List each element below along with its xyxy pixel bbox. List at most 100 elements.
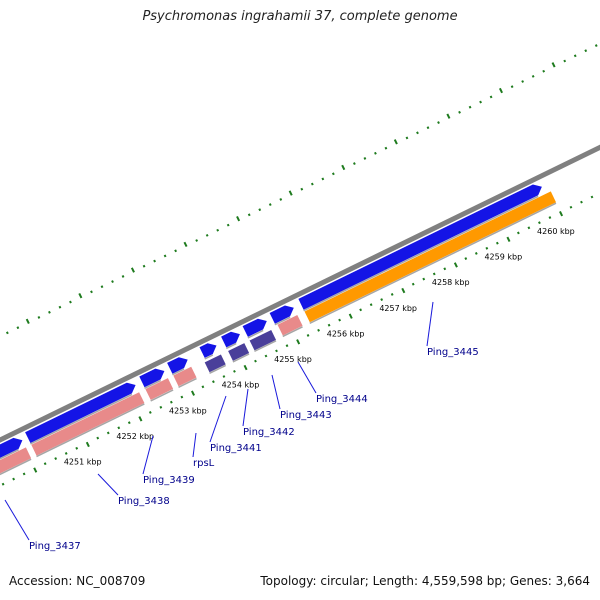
tick-mark bbox=[33, 467, 38, 473]
tick-mark bbox=[75, 446, 79, 450]
reverse-cds-1[interactable] bbox=[0, 447, 32, 484]
label-leader bbox=[142, 435, 154, 475]
tick-mark bbox=[453, 262, 458, 268]
tick-mark bbox=[384, 146, 388, 150]
forward-cds-9[interactable] bbox=[298, 184, 542, 310]
forward-cds-4[interactable] bbox=[167, 357, 188, 374]
tick-mark bbox=[285, 344, 289, 348]
reverse-cds-2[interactable] bbox=[31, 392, 145, 456]
kbp-scale: 4251 kbp 4252 kbp 4253 kbp 4254 kbp 4255 kbp… bbox=[64, 227, 575, 467]
tick-mark bbox=[1, 482, 5, 486]
tick-mark bbox=[485, 246, 489, 250]
tick-mark bbox=[416, 131, 419, 135]
kbp-tick-label: 4251 kbp bbox=[64, 458, 102, 467]
tick-mark bbox=[247, 213, 251, 217]
rna-feature-6[interactable] bbox=[228, 343, 250, 361]
tick-mark bbox=[180, 395, 184, 399]
forward-cds-2[interactable] bbox=[25, 382, 136, 443]
tick-mark bbox=[446, 113, 451, 119]
tick-mark bbox=[121, 274, 125, 278]
tick-mark bbox=[25, 318, 30, 324]
tick-mark bbox=[495, 241, 499, 245]
tick-mark bbox=[443, 267, 447, 271]
tick-mark bbox=[432, 272, 436, 276]
tick-mark bbox=[296, 339, 301, 345]
reverse-cds-4[interactable] bbox=[173, 366, 197, 387]
tick-mark bbox=[183, 241, 188, 248]
tick-mark bbox=[338, 318, 341, 322]
gene-label-ping_3437[interactable]: Ping_3437 bbox=[29, 541, 81, 552]
label-leader bbox=[4, 499, 30, 541]
tick-mark bbox=[390, 293, 394, 296]
tick-mark bbox=[401, 287, 406, 294]
tick-mark bbox=[212, 380, 215, 384]
tick-mark bbox=[300, 187, 304, 191]
tick-mark bbox=[374, 151, 377, 155]
tick-mark bbox=[474, 251, 478, 255]
tick-mark bbox=[393, 139, 398, 145]
inner-tick-ring bbox=[1, 195, 594, 486]
tick-mark bbox=[48, 310, 51, 314]
outer-tick-ring bbox=[5, 44, 598, 335]
kbp-tick-label: 4258 kbp bbox=[432, 278, 470, 287]
gene-label-ping_3439[interactable]: Ping_3439 bbox=[143, 475, 195, 486]
tick-mark bbox=[531, 74, 535, 78]
topology-text: Topology: circular; Length: 4,559,598 bp… bbox=[260, 574, 590, 588]
kbp-tick-label: 4254 kbp bbox=[222, 381, 260, 390]
gene-label-ping_3442[interactable]: Ping_3442 bbox=[243, 427, 295, 438]
tick-mark bbox=[243, 364, 248, 371]
gene-label-ping_3444[interactable]: Ping_3444 bbox=[316, 394, 368, 405]
gene-labels[interactable]: Ping_3437 Ping_3438 Ping_3439 rpsL Ping_3441… bbox=[4, 301, 479, 552]
label-leader bbox=[271, 374, 281, 410]
tick-mark bbox=[468, 105, 472, 109]
forward-cds-6[interactable] bbox=[221, 331, 240, 348]
tick-mark bbox=[580, 200, 583, 204]
gene-label-ping_3441[interactable]: Ping_3441 bbox=[210, 443, 262, 454]
tick-mark bbox=[275, 349, 278, 353]
tick-mark bbox=[100, 285, 104, 289]
tick-mark bbox=[254, 359, 257, 363]
rna-feature-7[interactable] bbox=[249, 330, 276, 351]
tick-mark bbox=[569, 205, 573, 209]
tick-mark bbox=[426, 126, 430, 130]
tick-mark bbox=[551, 62, 556, 68]
tick-mark bbox=[310, 182, 314, 186]
forward-cds-7[interactable] bbox=[242, 318, 267, 337]
tick-mark bbox=[411, 282, 415, 286]
forward-cds-1[interactable] bbox=[0, 437, 23, 472]
gene-label-rpsl[interactable]: rpsL bbox=[193, 458, 215, 469]
tick-mark bbox=[22, 472, 26, 476]
forward-cds-8[interactable] bbox=[269, 305, 294, 324]
gene-label-ping_3438[interactable]: Ping_3438 bbox=[118, 496, 170, 507]
tick-mark bbox=[96, 436, 100, 440]
rna-feature-5[interactable] bbox=[204, 354, 226, 373]
reverse-cds-3[interactable] bbox=[145, 378, 174, 400]
forward-cds-3[interactable] bbox=[139, 368, 165, 388]
tick-mark bbox=[542, 69, 546, 73]
kbp-tick-label: 4255 kbp bbox=[274, 355, 312, 364]
tick-mark bbox=[317, 328, 320, 332]
tick-mark bbox=[117, 426, 121, 430]
tick-mark bbox=[321, 177, 325, 181]
gene-label-ping_3445[interactable]: Ping_3445 bbox=[427, 347, 479, 358]
tick-mark bbox=[369, 303, 373, 307]
tick-mark bbox=[191, 390, 195, 396]
feature-track[interactable] bbox=[0, 184, 557, 486]
kbp-tick-label: 4252 kbp bbox=[116, 432, 154, 441]
genome-backbone bbox=[0, 144, 600, 443]
gene-label-ping_3443[interactable]: Ping_3443 bbox=[280, 410, 332, 421]
tick-mark bbox=[405, 136, 409, 140]
tick-mark bbox=[559, 210, 564, 217]
tick-mark bbox=[130, 267, 135, 273]
tick-mark bbox=[54, 457, 58, 460]
tick-mark bbox=[69, 300, 72, 304]
tick-mark bbox=[264, 354, 268, 358]
highlighted-cds[interactable] bbox=[304, 191, 557, 323]
forward-cds-5[interactable] bbox=[199, 343, 217, 358]
tick-mark bbox=[268, 203, 272, 207]
reverse-cds-8[interactable] bbox=[277, 315, 303, 336]
label-leader bbox=[209, 395, 227, 443]
tick-mark bbox=[422, 277, 426, 281]
tick-mark bbox=[148, 410, 152, 414]
